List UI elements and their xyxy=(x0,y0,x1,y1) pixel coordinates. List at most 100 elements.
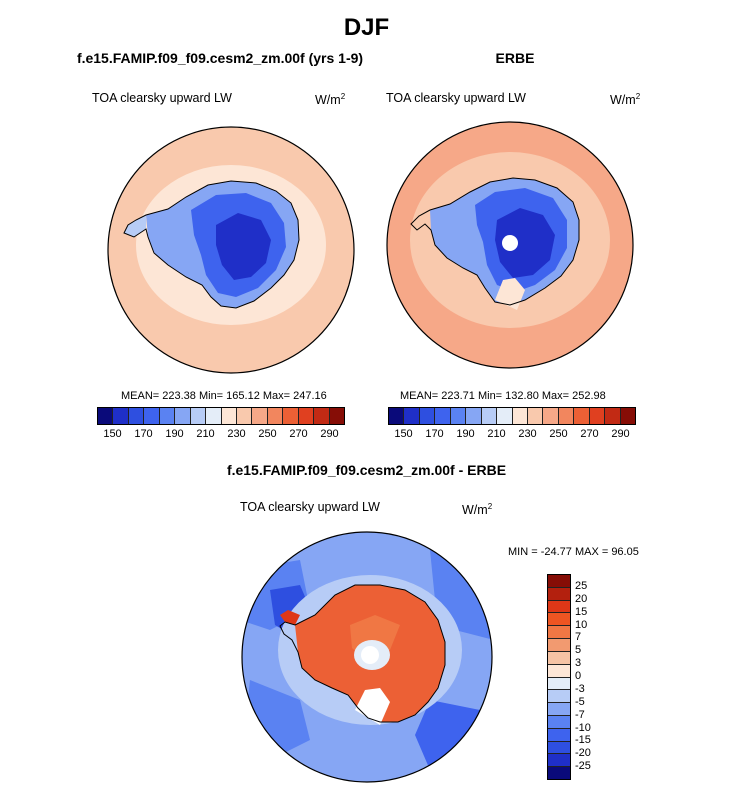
panel-2-missing-pole xyxy=(502,235,518,251)
panel-2-colorbar-ticks: 150 170 190 210 230 250 270 290 xyxy=(388,428,636,442)
panel-3-colorbar-label: -25 xyxy=(575,760,591,773)
panel-2-colorbar-box xyxy=(512,408,528,424)
panel-1-colorbar-box xyxy=(190,408,207,424)
panel-3-title: f.e15.FAMIP.f09_f09.cesm2_zm.00f - ERBE xyxy=(226,462,507,478)
panel-2-colorbar-box xyxy=(466,408,482,424)
panel-3-colorbar-box xyxy=(548,703,570,716)
panel-2-map xyxy=(386,121,634,369)
panel-3-missing-pole xyxy=(361,646,379,664)
panel-3-colorbar-label: -10 xyxy=(575,721,591,734)
panel-1-colorbar-tick-label: 210 xyxy=(196,428,215,440)
panel-1-map xyxy=(107,126,355,374)
panel-2-colorbar-box xyxy=(589,408,606,424)
panel-3-peninsula xyxy=(280,610,300,625)
panel-1-colorbar-tick-label: 150 xyxy=(103,428,122,440)
panel-2-stats: MEAN= 223.71 Min= 132.80 Max= 252.98 xyxy=(400,390,606,402)
panel-2-colorbar-box xyxy=(404,408,420,424)
panel-3-colorbar-label: 0 xyxy=(575,670,582,682)
panel-1-colorbar-tick-label: 190 xyxy=(165,428,184,440)
panel-3-map xyxy=(241,531,493,783)
panel-1-colorbar-box xyxy=(113,408,129,424)
panel-1-colorbar-tick-label: 250 xyxy=(258,428,277,440)
panel-1-colorbar-box xyxy=(314,408,330,424)
panel-3-stats: MIN = -24.77 MAX = 96.05 xyxy=(508,546,639,558)
panel-1-colorbar-box xyxy=(98,408,114,424)
panel-1-colorbar-ticks: 150 170 190 210 230 250 270 290 xyxy=(97,428,345,442)
panel-1-colorbar-box xyxy=(128,408,145,424)
panel-3-colorbar-box xyxy=(548,626,570,640)
panel-1-variable-label: TOA clearsky upward LW xyxy=(92,91,232,105)
panel-3-variable-label: TOA clearsky upward LW xyxy=(240,500,380,514)
panel-2-colorbar-tick-label: 250 xyxy=(549,428,568,440)
panel-1-colorbar-box xyxy=(144,408,160,424)
panel-1-colorbar-box xyxy=(221,408,237,424)
panel-1-title: f.e15.FAMIP.f09_f09.cesm2_zm.00f (yrs 1-… xyxy=(76,50,364,66)
panel-1-colorbar-tick-label: 270 xyxy=(289,428,308,440)
panel-3-colorbar-box xyxy=(548,754,570,768)
panel-2-colorbar xyxy=(388,407,636,425)
panel-3-colorbar-box xyxy=(548,741,570,755)
panel-1-colorbar-box xyxy=(329,408,344,424)
panel-3-colorbar-box xyxy=(548,587,570,601)
panel-1-colorbar-box xyxy=(298,408,315,424)
panel-1-colorbar-box xyxy=(267,408,284,424)
panel-3-colorbar-label: 5 xyxy=(575,644,582,657)
panel-2-colorbar-box xyxy=(620,408,635,424)
panel-3-colorbar-label: -5 xyxy=(575,695,585,708)
panel-3-colorbar-label: -3 xyxy=(575,682,585,695)
panel-2-colorbar-tick-label: 230 xyxy=(518,428,537,440)
panel-2-variable-label: TOA clearsky upward LW xyxy=(386,91,526,105)
panel-1-colorbar-tick-label: 290 xyxy=(320,428,339,440)
panel-3-colorbar-label: 25 xyxy=(575,579,588,592)
panel-2-colorbar-box xyxy=(605,408,621,424)
panel-3-units: W/m2 xyxy=(462,502,493,518)
panel-2-colorbar-tick-label: 150 xyxy=(394,428,413,440)
panel-2-colorbar-tick-label: 210 xyxy=(487,428,506,440)
panel-3-colorbar-label: 3 xyxy=(575,657,582,670)
panel-3-colorbar-box xyxy=(548,715,570,729)
panel-3-colorbar-label: 7 xyxy=(575,631,582,644)
panel-1-stats: MEAN= 223.38 Min= 165.12 Max= 247.16 xyxy=(121,390,327,402)
panel-3-colorbar-label: 20 xyxy=(575,592,588,605)
main-title: DJF xyxy=(343,14,390,41)
panel-2-colorbar-box xyxy=(574,408,590,424)
panel-2-colorbar-box xyxy=(419,408,436,424)
panel-3-coastline xyxy=(279,584,446,723)
panel-2-interior-core xyxy=(495,208,555,278)
panel-2-units: W/m2 xyxy=(610,92,641,108)
panel-2-colorbar-box xyxy=(543,408,559,424)
panel-3-colorbar-label: -20 xyxy=(575,747,591,760)
panel-1-colorbar xyxy=(97,407,345,425)
panel-2-title: ERBE xyxy=(495,50,535,66)
panel-3-colorbar-label: -15 xyxy=(575,734,591,747)
panel-3-colorbar-box xyxy=(548,664,570,678)
panel-3-colorbar-labels: 25 20 15 10 7 5 3 0 -3 -5 -7 -10 -15 -20 -25 xyxy=(575,574,615,778)
panel-3-colorbar-label: 15 xyxy=(575,605,588,618)
panel-3-colorbar-box xyxy=(548,690,570,704)
panel-2-colorbar-box xyxy=(389,408,405,424)
panel-3-colorbar-box xyxy=(548,639,570,652)
panel-1-colorbar-box xyxy=(159,408,176,424)
panel-2-coastline xyxy=(410,177,580,306)
panel-3-colorbar-label: 10 xyxy=(575,618,588,631)
panel-3-colorbar-label: -7 xyxy=(575,708,585,721)
panel-2-colorbar-tick-label: 270 xyxy=(580,428,599,440)
panel-1-colorbar-tick-label: 170 xyxy=(134,428,153,440)
panel-1-colorbar-box xyxy=(206,408,222,424)
panel-2-colorbar-tick-label: 290 xyxy=(611,428,630,440)
panel-1-peninsula xyxy=(124,215,146,237)
panel-1-interior-core xyxy=(216,213,271,280)
panel-3-ross-notch xyxy=(355,688,390,725)
panel-1-colorbar-box xyxy=(175,408,191,424)
panel-2-colorbar-box xyxy=(527,408,544,424)
panel-3-colorbar-box xyxy=(548,575,570,588)
panel-3-colorbar-box xyxy=(548,613,570,627)
panel-1-colorbar-tick-label: 230 xyxy=(227,428,246,440)
panel-3-colorbar-box xyxy=(548,767,570,779)
panel-2-colorbar-box xyxy=(481,408,498,424)
panel-3-colorbar xyxy=(547,574,571,780)
panel-3-colorbar-box xyxy=(548,600,570,614)
panel-3-colorbar-box xyxy=(548,728,570,742)
panel-2-colorbar-box xyxy=(450,408,467,424)
panel-2-colorbar-box xyxy=(435,408,451,424)
